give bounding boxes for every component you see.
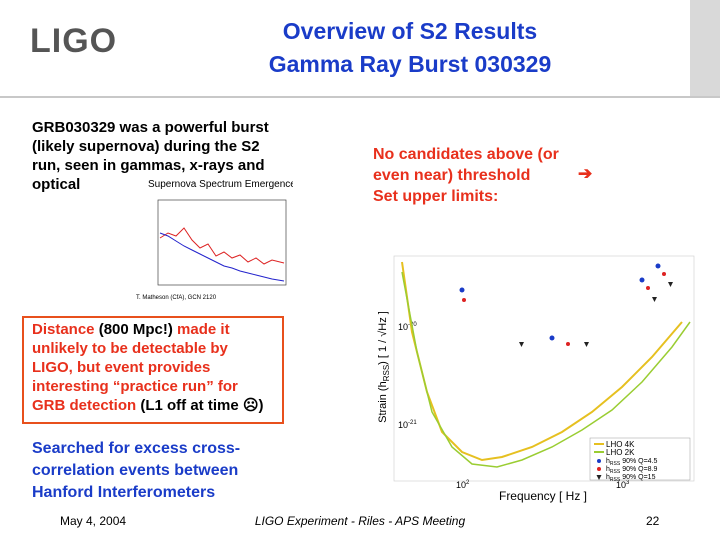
x-tick-label: 102 (456, 480, 470, 490)
logo: LIGO (30, 22, 118, 60)
search-text: Searched for excess cross- correlation e… (32, 438, 240, 504)
text-line: correlation events between (32, 462, 239, 479)
marker (652, 297, 657, 302)
label-part: RSS (610, 469, 621, 475)
text-line: Distance (800 Mpc!) made it (32, 320, 282, 339)
text-line: GRB030329 was a powerful burst (32, 119, 269, 136)
legend-label: hRSS 90% Q=4.5 (606, 458, 658, 467)
text-line: Searched for excess cross- (32, 440, 241, 457)
label-part: 90% Q=8.9 (622, 466, 657, 473)
markers (459, 263, 661, 341)
text-line: unlikely to be detectable by (32, 340, 228, 357)
arrow: ➔ (578, 164, 593, 183)
y-axis-label: Strain (hRSS) [ 1 / √Hz ] (377, 311, 391, 423)
marker (459, 287, 465, 293)
legend-label: hRSS 90% Q=8.9 (606, 466, 658, 475)
marker (668, 282, 673, 287)
markers (519, 282, 673, 347)
text-span: (L1 off at time ☹) (140, 397, 264, 414)
legend-marker (596, 475, 602, 480)
y-tick-label: 10-21 (398, 420, 417, 430)
legend-box (589, 437, 691, 481)
text-span: made it (172, 321, 230, 338)
intro: GRB030329 was a powerful burst (likely s… (32, 118, 269, 194)
label-part: h (606, 466, 610, 473)
footer-center: LIGO Experiment - Riles - APS Meeting (254, 514, 466, 528)
marker (549, 335, 555, 341)
legend-label: LHO 2K (606, 448, 635, 457)
tick-base: 10 (456, 480, 466, 490)
text-span: GRB detection (32, 397, 141, 414)
spectrum-curve (159, 227, 285, 265)
noise-curve (401, 271, 691, 468)
text-line: optical (32, 176, 81, 193)
marker (566, 342, 570, 346)
text-line: interesting “practice run” for (32, 378, 238, 395)
strain-plot: Strain (hRSS) [ 1 / √Hz ] 10-20 10-21 10… (377, 255, 695, 503)
text-span: Distance (32, 321, 99, 338)
tick-exp: -21 (408, 420, 417, 426)
text-line: even near) threshold (373, 167, 531, 184)
label-part: ) [ 1 / √Hz ] (377, 311, 389, 365)
marker (519, 342, 524, 347)
legend-marker (597, 459, 601, 463)
text-line: GRB detection (L1 off at time ☹) (32, 396, 282, 415)
figure-bg (128, 178, 293, 303)
label-part: Strain (h (377, 381, 389, 423)
label-part: 90% Q=15 (622, 474, 655, 481)
marker (662, 272, 666, 276)
figure-title: Supernova Spectrum Emergence (148, 179, 293, 190)
footer-page: 22 (646, 514, 660, 528)
marker (655, 263, 661, 269)
figure-credit: T. Matheson (CfA), GCN 2120 (136, 295, 217, 301)
tick-base: 10 (398, 420, 408, 430)
spectrum-curve (159, 232, 285, 282)
label-part: h (606, 474, 610, 481)
tick-base: 10 (398, 322, 408, 332)
x-tick-label: 103 (616, 480, 630, 490)
legend-label: LHO 4K (606, 440, 635, 449)
title-line: Overview of S2 Results (282, 18, 538, 44)
distance-box: Distance (800 Mpc!) made it unlikely to … (22, 316, 284, 424)
text-line: LIGO, but event provides (32, 359, 211, 376)
label-part: 90% Q=4.5 (622, 458, 657, 465)
corner-block (690, 0, 720, 97)
text-line: (likely supernova) during the S2 (32, 138, 260, 155)
result-text: No candidates above (or even near) thres… (373, 144, 559, 207)
text-line: Set upper limits: (373, 188, 499, 205)
label-part: RSS (610, 477, 621, 483)
marker (584, 342, 589, 347)
label-part: RSS (610, 461, 621, 467)
markers (462, 272, 666, 346)
header-rule (0, 96, 720, 98)
marker (462, 298, 466, 302)
text-line: No candidates above (or (373, 146, 559, 163)
marker (639, 277, 645, 283)
marker (646, 286, 650, 290)
label-part: h (606, 458, 610, 465)
legend-label: hRSS 90% Q=15 (606, 474, 656, 483)
x-axis-label: Frequency [ Hz ] (499, 489, 587, 503)
title-line: Gamma Ray Burst 030329 (268, 51, 552, 77)
figure-frame (157, 199, 287, 286)
legend-marker (597, 467, 601, 471)
footer-date: May 4, 2004 (60, 514, 127, 528)
text-line: run, seen in gammas, x-rays and (32, 157, 265, 174)
tick-base: 10 (616, 480, 626, 490)
tick-exp: 2 (466, 480, 470, 486)
label-part: RSS (382, 365, 391, 381)
text-span: (800 Mpc!) (98, 321, 173, 338)
tick-exp: 3 (626, 480, 630, 486)
spectrum-figure: Supernova Spectrum Emergence T. Matheson… (128, 178, 293, 303)
text-line: Hanford Interferometers (32, 484, 216, 501)
